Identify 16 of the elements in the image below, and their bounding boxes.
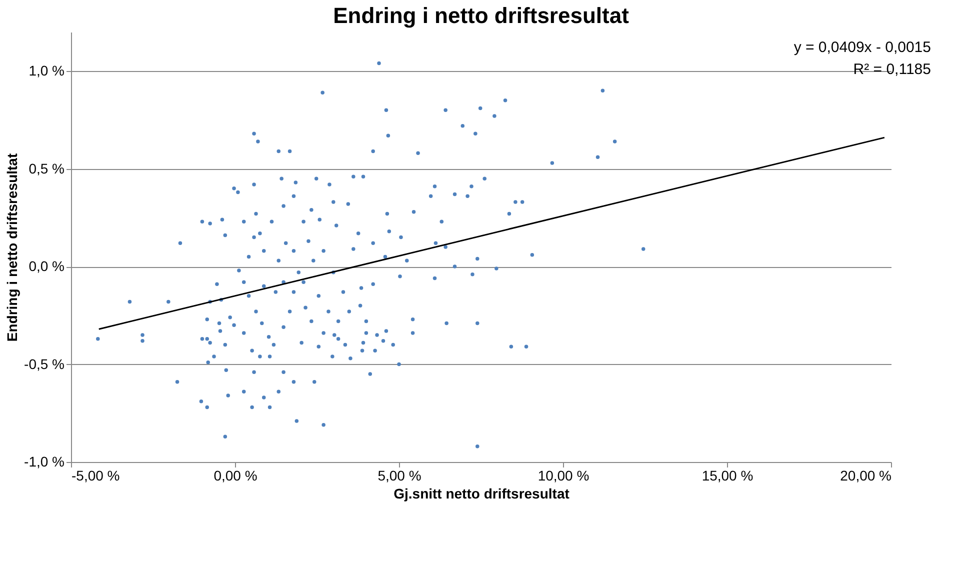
annotation: y = 0,0409x - 0,0015	[794, 39, 931, 56]
chart-title: Endring i netto driftsresultat	[333, 3, 630, 28]
x-tick-label: 5,00 %	[378, 468, 422, 484]
y-tick-label: 0,0 %	[28, 258, 64, 274]
x-tick-label: 0,00 %	[214, 468, 258, 484]
annotation: R² = 0,1185	[853, 61, 931, 78]
y-tick-label: -0,5 %	[24, 356, 64, 372]
y-tick-label: -1,0 %	[24, 454, 64, 470]
y-tick-label: 0,5 %	[28, 160, 64, 176]
x-axis-title: Gj.snitt netto driftsresultat	[394, 486, 570, 502]
x-tick-label: -5,00 %	[72, 468, 120, 484]
x-tick-label: 10,00 %	[538, 468, 590, 484]
x-tick-label: 20,00 %	[840, 468, 892, 484]
y-axis-title: Endring i netto driftsresultat	[4, 153, 20, 342]
x-tick-label: 15,00 %	[702, 468, 754, 484]
y-tick-label: 1,0 %	[28, 62, 64, 79]
